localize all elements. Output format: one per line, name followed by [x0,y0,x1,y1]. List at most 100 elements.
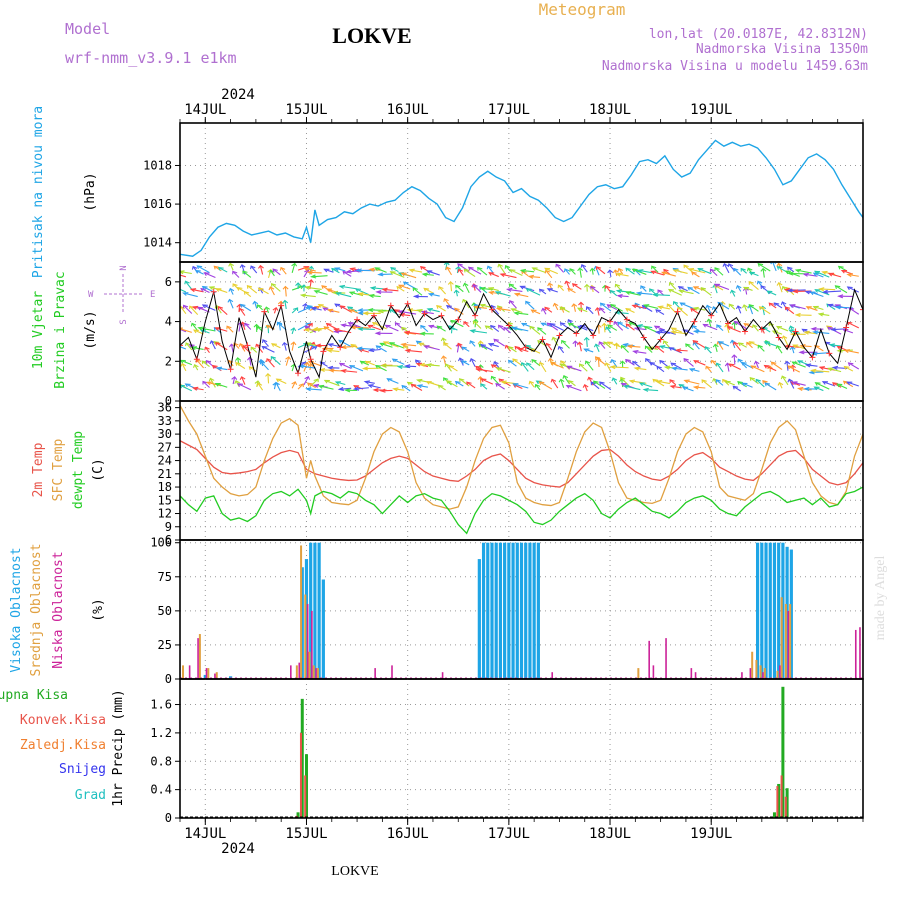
wind-arrow-head [603,341,609,346]
wind-arrow-head [265,373,272,377]
wind-speed-marker [307,356,314,363]
wind-arrow [590,381,600,390]
wind-arrow-head [226,325,232,330]
wind-arrow [393,388,405,391]
cloud-mid-bar [215,672,218,679]
wind-arrow-head [622,342,629,347]
wind-arrow-head [668,281,675,286]
wind-arrow-head [364,360,371,365]
wind-arrow [355,288,370,296]
wind-arrow [476,368,493,373]
wind-arrow-head [194,269,201,274]
wind-arrow [733,354,736,365]
wind-arrow [249,357,252,366]
wind-arrow [682,386,694,392]
y-tick-label: 18 [158,480,172,494]
wind-arrow-head [192,364,199,368]
wind-arrow-head [239,264,246,268]
wind-arrow-head [791,381,798,386]
wind-arrow-head [398,312,405,317]
wind-arrow-head [367,348,375,353]
wind-arrow [426,364,440,367]
wind-arrow-head [822,289,829,294]
wind-arrow-head [552,302,559,307]
y-tick-label: 12 [158,507,172,521]
wind-arrow-head [328,368,335,373]
wind-arrow-head [490,375,497,380]
wind-arrow [810,291,824,298]
wind-arrow-head [266,358,272,362]
wind-arrow [772,262,777,272]
y-tick-label: 1.6 [150,698,172,712]
wind-arrow [814,345,824,352]
wind-arrow [180,346,187,350]
wind-arrow-head [746,267,753,272]
wind-arrow [197,306,210,313]
wind-arrow-head [197,326,204,331]
wind-arrow-head [558,378,565,383]
wind-arrow-head [677,286,684,290]
wind-arrow [197,265,210,274]
wind-arrow-head [773,302,780,307]
wind-arrow [644,389,659,392]
wind-unit: (m/s) [83,310,98,349]
wind-arrow [566,385,582,392]
wind-speed-marker [227,366,234,373]
x-axis-top: 14JUL 15JUL 16JUL 17JUL 18JUL 19JUL [179,102,864,123]
wind-arrow [369,348,381,352]
wind-arrow [705,365,712,373]
wind-arrow [700,287,712,296]
wind-arrow-head [427,292,435,297]
x-tick-label-bottom: 16JUL [387,826,429,842]
wind-arrow [368,309,387,312]
wind-arrow-head [322,307,329,312]
y-tick-label: 15 [158,493,172,507]
y-tick-label: 0 [165,672,172,686]
wind-arrow [196,359,205,369]
wind-arrow [505,345,511,352]
wind-arrow-head [562,374,569,379]
wind-arrow-head [512,358,518,363]
wind-arrow [450,327,453,334]
cloud-mid-bar [776,670,779,679]
wind-arrow-head [309,274,317,279]
wind-speed-marker [295,370,302,377]
x-tick-label-top: 15JUL [285,102,327,118]
wind-arrow-head [305,322,312,327]
wind-arrow [736,285,742,292]
wind-arrow-head [271,343,277,347]
wind-arrow-head [767,365,774,370]
wind-arrow-head [291,381,298,385]
wind-arrow-head [182,292,189,296]
wind-arrow-head [426,270,433,274]
cloud-low-bar [197,638,199,679]
product-title: Meteogram [539,0,626,19]
wind-arrow [450,320,464,328]
wind-arrow-head [804,363,812,368]
wind-arrow [183,304,193,314]
wind-arrow [755,379,765,388]
wind-arrow [793,344,806,350]
wind-speed-marker [337,344,344,351]
wind-arrow-head [757,344,763,349]
wind-arrow-head [633,366,640,371]
wind-arrow-head [423,287,430,292]
cloud-mid-bar [198,634,201,679]
cloud-low-bar [787,610,790,679]
wind-arrow-head [292,307,299,311]
y-tick-label: 4 [165,315,172,329]
wind-arrow-head [462,282,469,287]
wind-arrow [751,365,765,373]
wind-arrow [693,307,706,311]
wind-arrow [726,363,730,372]
wind-arrow [262,339,269,347]
wind-arrow [764,382,777,391]
wind-arrow-head [282,285,289,290]
t2m-line [180,440,863,488]
wind-arrow-head [423,345,430,349]
wind-arrow [267,373,270,384]
wind-arrow-head [426,307,433,312]
wind-arrow-head [584,360,591,365]
wind-arrow [358,328,375,331]
wind-arrow [412,287,423,296]
